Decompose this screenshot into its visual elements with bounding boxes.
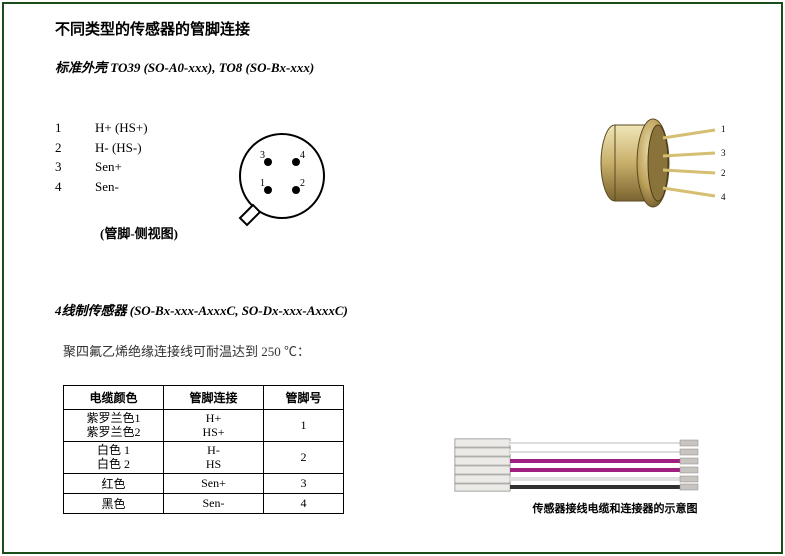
cell-conn: H+ HS+ — [164, 410, 264, 442]
housing-slot — [455, 448, 510, 456]
pin-number: 4 — [55, 177, 95, 197]
cell-color: 黑色 — [64, 493, 164, 513]
bottom-view-caption: (管脚-侧视图) — [100, 223, 178, 242]
sub1-title: 标准外壳 TO39 (SO-A0-xxx), TO8 (SO-Bx-xxx) — [55, 57, 750, 76]
connector-caption: 传感器接线电缆和连接器的示意图 — [515, 500, 715, 516]
cell-color: 红色 — [64, 473, 164, 493]
table-row: 红色 Sen+ 3 — [64, 473, 344, 493]
connector-schematic — [450, 431, 710, 501]
cell-line: HS — [164, 457, 263, 471]
sensor-pin — [663, 153, 715, 156]
wire-terminals — [680, 440, 698, 490]
diagram-pin-dot — [292, 158, 300, 166]
pin-row: 3Sen+ — [55, 157, 148, 177]
sensor-photo: 1 3 2 4 — [565, 108, 735, 228]
th-pin-number: 管脚号 — [264, 386, 344, 410]
photo-pin-label: 4 — [721, 192, 726, 202]
pin-list: 1H+ (HS+) 2H- (HS-) 3Sen+ 4Sen- — [55, 118, 148, 196]
cell-pin: 2 — [264, 441, 344, 473]
cell-line: 白色 2 — [64, 457, 163, 471]
pin-diagram: 1 2 3 4 — [227, 126, 337, 241]
cell-line: 白色 1 — [64, 443, 163, 457]
table-header-row: 电缆颜色 管脚连接 管脚号 — [64, 386, 344, 410]
cell-pin: 4 — [264, 493, 344, 513]
pin-number: 1 — [55, 118, 95, 138]
cell-pin: 1 — [264, 410, 344, 442]
table-row: 黑色 Sen- 4 — [64, 493, 344, 513]
cell-pin: 3 — [264, 473, 344, 493]
pin-number: 2 — [55, 138, 95, 158]
photo-pin-label: 2 — [721, 168, 726, 178]
cell-color: 白色 1 白色 2 — [64, 441, 164, 473]
housing-slot — [455, 475, 510, 483]
pin-label: H- (HS-) — [95, 138, 142, 158]
cell-line: HS+ — [164, 425, 263, 439]
cell-line: H- — [164, 443, 263, 457]
diagram-pin-label: 4 — [300, 150, 305, 161]
pin-row: 1H+ (HS+) — [55, 118, 148, 138]
sensor-pin — [663, 130, 715, 138]
pin-row: 2H- (HS-) — [55, 138, 148, 158]
photo-pin-label: 3 — [721, 148, 726, 158]
th-cable-color: 电缆颜色 — [64, 386, 164, 410]
section-title: 不同类型的传感器的管脚连接 — [55, 18, 750, 39]
pin-row: 4Sen- — [55, 177, 148, 197]
key-notch — [240, 205, 260, 225]
document-content: 不同类型的传感器的管脚连接 标准外壳 TO39 (SO-A0-xxx), TO8… — [55, 18, 750, 546]
cell-color: 紫罗兰色1 紫罗兰色2 — [64, 410, 164, 442]
diagram-pin-dot — [264, 158, 272, 166]
pin-label: H+ (HS+) — [95, 118, 148, 138]
diagram-pin-label: 1 — [260, 178, 265, 189]
cell-line: 紫罗兰色2 — [64, 425, 163, 439]
cell-line: H+ — [164, 411, 263, 425]
temperature-note: 聚四氟乙烯绝缘连接线可耐温达到 250 ℃： — [63, 341, 750, 360]
cell-conn: Sen- — [164, 493, 264, 513]
table-row: 紫罗兰色1 紫罗兰色2 H+ HS+ 1 — [64, 410, 344, 442]
pin-label: Sen+ — [95, 157, 122, 177]
pin-label: Sen- — [95, 177, 119, 197]
diagram-pin-dot — [292, 186, 300, 194]
diagram-pin-dot — [264, 186, 272, 194]
housing-slot — [455, 484, 510, 491]
sensor-pin — [663, 170, 715, 173]
photo-pin-label: 1 — [721, 124, 726, 134]
sensor-pin — [663, 188, 715, 196]
sub2-title: 4线制传感器 (SO-Bx-xxx-AxxxC, SO-Dx-xxx-AxxxC… — [55, 300, 750, 319]
th-pin-connection: 管脚连接 — [164, 386, 264, 410]
housing-slot — [455, 439, 510, 447]
housing-slot — [455, 466, 510, 474]
diagram-pin-label: 3 — [260, 150, 265, 161]
cable-table: 电缆颜色 管脚连接 管脚号 紫罗兰色1 紫罗兰色2 H+ HS+ 1 — [63, 385, 344, 514]
cell-conn: Sen+ — [164, 473, 264, 493]
cell-conn: H- HS — [164, 441, 264, 473]
housing-slot — [455, 457, 510, 465]
diagram-pin-label: 2 — [300, 178, 305, 189]
cell-line: 紫罗兰色1 — [64, 411, 163, 425]
table-row: 白色 1 白色 2 H- HS 2 — [64, 441, 344, 473]
pin-number: 3 — [55, 157, 95, 177]
